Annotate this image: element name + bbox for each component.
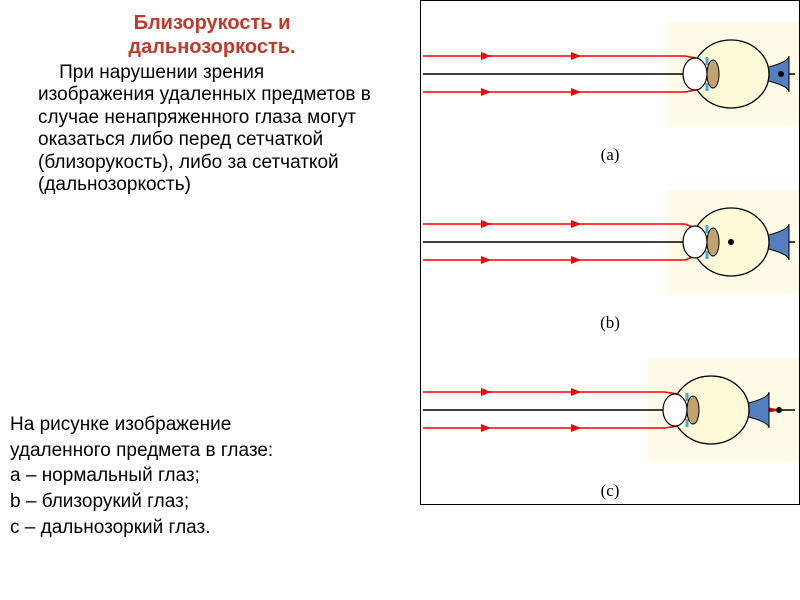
caption-line-c: c – дальнозоркий глаз. [10,515,380,541]
caption-line-b: b – близорукий глаз; [10,489,380,515]
eye-figure-panel: (a) (b) (c) [420,0,800,505]
body-paragraph: При нарушении зрения изображения удаленн… [38,62,378,196]
subfigure-label-b: (b) [421,313,799,333]
subfigure-label-c: (c) [421,481,799,501]
caption-line-1: На рисунке изображение [10,412,380,438]
eye-subfigure-b: (b) [421,169,799,337]
caption-line-a: a – нормальный глаз; [10,463,380,489]
slide-title: Близорукость и дальнозоркость. [72,12,352,59]
caption-line-2: удаленного предмета в глазе: [10,438,380,464]
subfigure-label-a: (a) [421,145,799,165]
eye-subfigure-c: (c) [421,337,799,505]
eye-subfigure-a: (a) [421,1,799,169]
